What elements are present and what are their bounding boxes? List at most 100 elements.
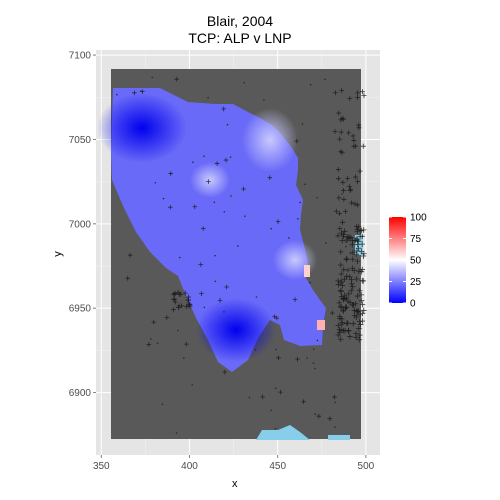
location-marker xyxy=(338,117,344,123)
location-marker xyxy=(348,234,354,241)
location-marker xyxy=(347,299,354,306)
location-marker xyxy=(332,128,338,134)
location-marker xyxy=(224,284,229,290)
location-dot xyxy=(341,193,343,195)
location-marker xyxy=(340,116,346,122)
location-marker xyxy=(355,308,362,315)
location-dot xyxy=(244,215,246,217)
location-marker xyxy=(354,258,361,264)
location-marker xyxy=(335,332,342,338)
location-marker xyxy=(260,394,265,400)
location-dot xyxy=(314,367,316,370)
location-dot xyxy=(309,83,312,86)
location-marker xyxy=(351,138,357,144)
location-marker xyxy=(344,256,350,262)
location-marker xyxy=(337,262,344,268)
location-marker xyxy=(353,334,359,341)
location-marker xyxy=(348,276,355,283)
location-marker xyxy=(355,202,361,208)
location-marker xyxy=(345,291,352,297)
location-marker xyxy=(349,200,355,206)
location-dot xyxy=(255,296,258,298)
location-dot xyxy=(203,155,205,157)
heat-blob xyxy=(242,108,298,172)
location-marker xyxy=(353,276,360,282)
location-dot xyxy=(176,329,179,332)
y-tick-label: 7000 xyxy=(69,219,92,230)
location-dot xyxy=(183,357,185,359)
location-dot xyxy=(349,252,352,255)
location-marker xyxy=(349,256,356,263)
location-marker xyxy=(358,292,365,298)
location-marker xyxy=(347,186,353,192)
location-marker xyxy=(356,336,363,343)
location-marker xyxy=(359,233,365,239)
location-marker xyxy=(360,253,367,259)
outside-cell xyxy=(328,435,350,440)
location-marker xyxy=(356,325,362,332)
location-marker xyxy=(272,314,277,319)
location-marker xyxy=(336,210,342,216)
location-marker xyxy=(200,226,206,231)
location-marker xyxy=(337,136,343,142)
location-marker xyxy=(354,237,361,243)
location-dot xyxy=(314,413,316,416)
location-marker xyxy=(360,278,367,284)
location-marker xyxy=(361,93,367,99)
location-dot xyxy=(263,99,265,102)
chart-subtitle: TCP: ALP v LNP xyxy=(188,30,292,46)
location-dot xyxy=(325,242,327,244)
location-marker xyxy=(347,274,353,280)
location-dot xyxy=(304,183,306,186)
legend-label: 0 xyxy=(410,299,416,310)
high-value-cell xyxy=(317,320,325,330)
location-marker xyxy=(349,283,356,290)
location-marker xyxy=(358,248,365,255)
location-marker xyxy=(172,291,178,297)
location-marker xyxy=(353,251,360,258)
heat-blob xyxy=(190,162,230,198)
x-axis-title: x xyxy=(232,478,238,490)
location-dot xyxy=(162,197,165,200)
location-marker xyxy=(176,291,182,297)
location-marker xyxy=(333,208,339,214)
location-marker xyxy=(340,219,346,225)
location-marker xyxy=(337,249,344,255)
location-marker xyxy=(357,312,363,318)
location-marker xyxy=(168,204,173,210)
location-marker xyxy=(168,171,174,176)
location-marker xyxy=(354,236,360,242)
location-marker xyxy=(350,249,356,256)
y-axis-title: y xyxy=(51,251,64,257)
location-marker xyxy=(339,321,345,327)
location-dot xyxy=(191,384,193,386)
location-marker xyxy=(351,312,358,319)
location-marker xyxy=(316,413,322,419)
location-marker xyxy=(176,303,182,309)
y-tick-label: 6950 xyxy=(69,304,92,315)
location-marker xyxy=(341,228,348,235)
location-marker xyxy=(347,333,353,340)
location-marker xyxy=(278,389,283,395)
y-tick-label: 7100 xyxy=(69,51,92,62)
location-marker xyxy=(335,322,342,329)
location-dot xyxy=(270,409,272,412)
location-dot xyxy=(223,311,225,313)
location-marker xyxy=(295,356,300,362)
axis-ticks: 350 400 450 500 6900 6950 7000 7050 7100 xyxy=(69,51,375,472)
heat-blob xyxy=(97,93,187,163)
location-marker xyxy=(339,282,346,289)
location-marker xyxy=(355,95,361,101)
location-dot xyxy=(229,156,232,158)
outside-cell xyxy=(256,425,310,440)
location-marker xyxy=(351,307,358,314)
x-tick-label: 500 xyxy=(358,461,375,472)
location-marker xyxy=(357,168,363,174)
location-marker xyxy=(350,133,356,139)
location-marker xyxy=(125,275,131,281)
location-dot xyxy=(223,210,226,213)
location-marker xyxy=(339,87,345,93)
location-marker xyxy=(341,276,348,283)
location-dot xyxy=(226,123,229,126)
